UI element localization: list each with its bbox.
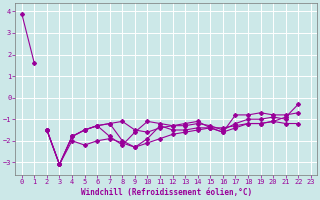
X-axis label: Windchill (Refroidissement éolien,°C): Windchill (Refroidissement éolien,°C) [81,188,252,197]
